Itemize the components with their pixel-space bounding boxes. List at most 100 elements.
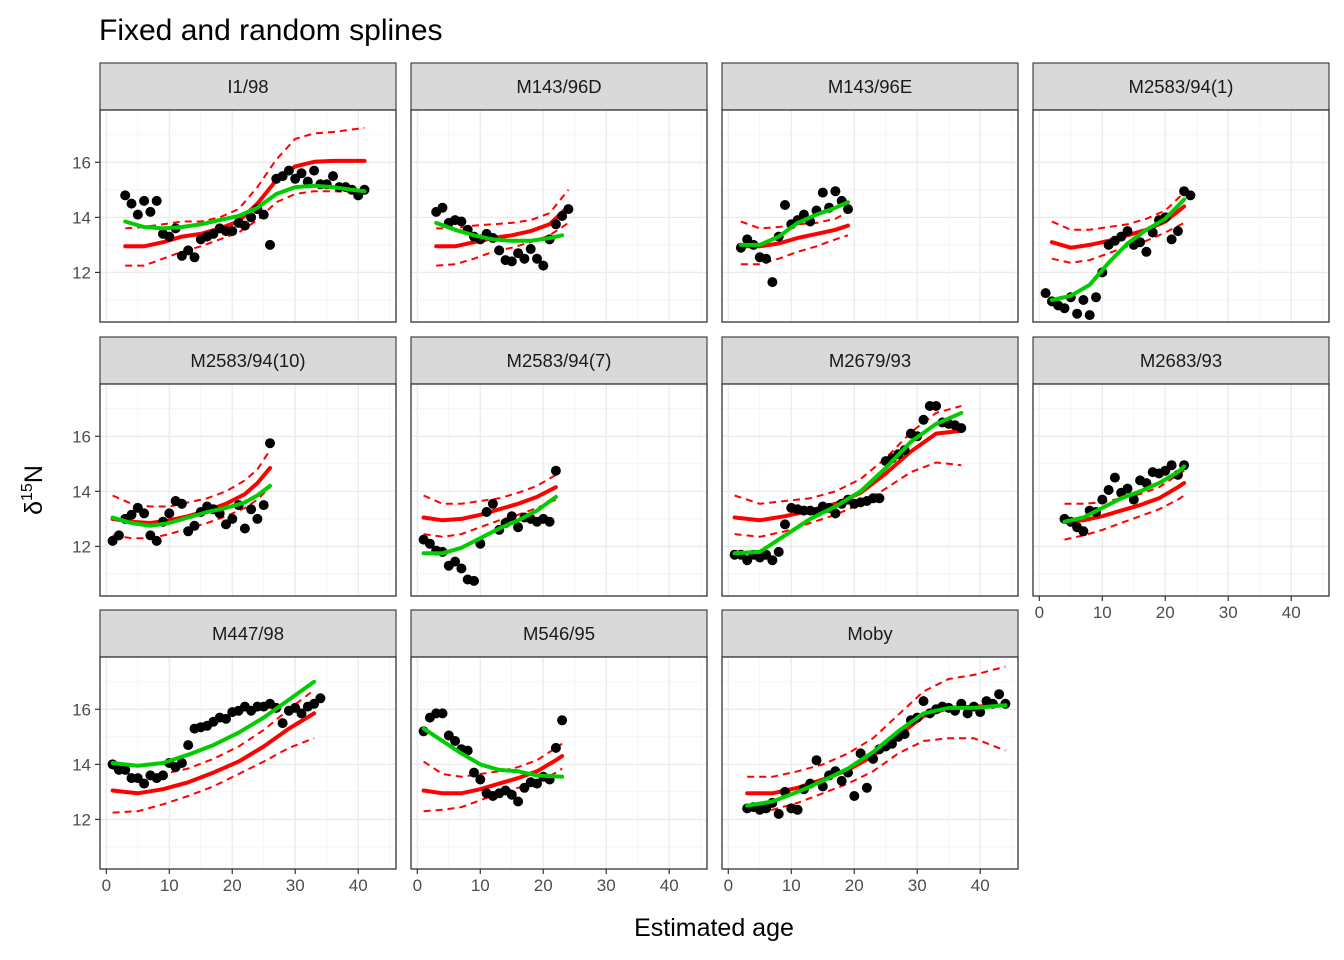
data-point	[1040, 288, 1051, 299]
data-point	[164, 231, 175, 242]
strip-background	[1032, 62, 1330, 111]
data-point	[1166, 460, 1177, 471]
data-point	[277, 718, 288, 729]
data-point	[283, 165, 294, 176]
panel-background	[411, 384, 707, 596]
strip-background	[721, 609, 1019, 658]
data-point	[151, 195, 162, 206]
random-spline-line	[123, 183, 367, 231]
data-point	[849, 791, 860, 801]
data-point	[557, 211, 568, 221]
data-point	[487, 498, 498, 509]
facet-panel: M2583/94(7)	[410, 336, 708, 597]
data-point	[183, 245, 194, 256]
data-point	[189, 252, 200, 263]
strip-label: M546/95	[523, 623, 595, 644]
random-spline-line	[1062, 464, 1187, 524]
y-tick-label: 12	[72, 810, 91, 829]
data-point	[563, 204, 574, 215]
data-point	[887, 738, 897, 749]
data-point	[246, 212, 257, 223]
random-spline-line	[421, 726, 565, 779]
data-point	[532, 253, 542, 264]
random-spline-line	[738, 200, 850, 247]
data-point	[189, 520, 200, 531]
facet-panel: M2679/93	[721, 336, 1019, 597]
data-point	[239, 523, 250, 534]
data-point	[265, 239, 275, 250]
data-point	[139, 508, 150, 519]
fixed-upper-bound-line	[747, 665, 1006, 778]
fixed-spline-line	[1062, 481, 1187, 524]
data-point	[296, 708, 307, 719]
data-point	[456, 216, 467, 227]
strip-label: Moby	[847, 623, 893, 644]
data-point	[437, 708, 448, 719]
y-tick-label: 14	[72, 482, 91, 501]
strip-label: M2583/94(7)	[507, 350, 612, 371]
chart-title: Fixed and random splines	[99, 14, 443, 47]
fixed-spline-line	[421, 754, 565, 796]
strip-background	[99, 336, 397, 385]
x-tick-label: 0	[413, 876, 422, 895]
data-point	[767, 555, 778, 566]
panel-background	[722, 384, 1018, 596]
data-point	[1135, 237, 1146, 248]
panel-background	[1033, 110, 1329, 322]
data-point	[1166, 234, 1177, 245]
data-point	[855, 748, 866, 759]
panel-border	[410, 383, 708, 597]
fixed-lower-bound-line	[734, 461, 962, 538]
data-point	[780, 519, 790, 530]
strip-label: M143/96E	[828, 76, 912, 97]
y-tick-label: 16	[72, 427, 91, 446]
data-point	[918, 414, 929, 425]
y-axis-title: δ15N	[19, 465, 48, 515]
data-point	[506, 789, 517, 800]
data-point	[450, 736, 461, 746]
data-point	[513, 522, 524, 533]
strip-background	[99, 62, 397, 111]
strip-background	[721, 336, 1019, 385]
data-point	[309, 165, 320, 176]
data-point	[158, 770, 168, 781]
x-tick-label: 40	[971, 876, 990, 895]
y-axis-title-superscript: 15	[19, 483, 36, 501]
y-tick-label: 12	[72, 537, 91, 556]
random-spline-line	[434, 220, 565, 243]
fixed-spline-line	[434, 204, 571, 249]
data-point	[861, 782, 872, 793]
panel-border	[99, 109, 397, 323]
data-point	[494, 245, 505, 256]
fixed-lower-bound-line	[125, 190, 365, 267]
data-point	[792, 804, 803, 815]
fixed-upper-bound-line	[436, 189, 570, 230]
y-axis-title-suffix: N	[20, 465, 48, 483]
data-point	[265, 438, 275, 449]
data-point	[126, 198, 137, 209]
y-tick-label: 12	[72, 263, 91, 282]
x-tick-label: 30	[908, 876, 927, 895]
facet-panels: I1/98 12 14 16 M143/96D M143/96E M2583/94(1) M2…	[72, 62, 1330, 895]
fixed-upper-bound-line	[1051, 191, 1185, 231]
strip-background	[410, 62, 708, 111]
data-point	[830, 186, 841, 197]
x-tick-label: 20	[845, 876, 864, 895]
x-tick-label: 40	[349, 876, 368, 895]
data-point	[450, 556, 461, 567]
data-point	[456, 563, 467, 574]
x-axis-title: Estimated age	[634, 914, 794, 942]
data-point	[956, 423, 967, 434]
panel-border	[99, 383, 397, 597]
fixed-upper-bound-line	[423, 474, 557, 505]
strip-label: M2679/93	[829, 350, 911, 371]
data-point	[761, 253, 772, 264]
data-point	[506, 511, 517, 522]
data-point	[120, 764, 131, 775]
facet-panel: I1/98 12 14 16	[72, 62, 397, 323]
fixed-lower-bound-line	[423, 498, 557, 538]
strip-label: M143/96D	[516, 76, 601, 97]
data-point	[469, 575, 479, 586]
panel-background	[1033, 384, 1329, 596]
data-point	[994, 689, 1005, 700]
